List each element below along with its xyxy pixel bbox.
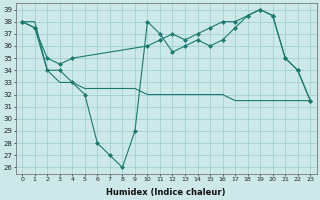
X-axis label: Humidex (Indice chaleur): Humidex (Indice chaleur) <box>107 188 226 197</box>
